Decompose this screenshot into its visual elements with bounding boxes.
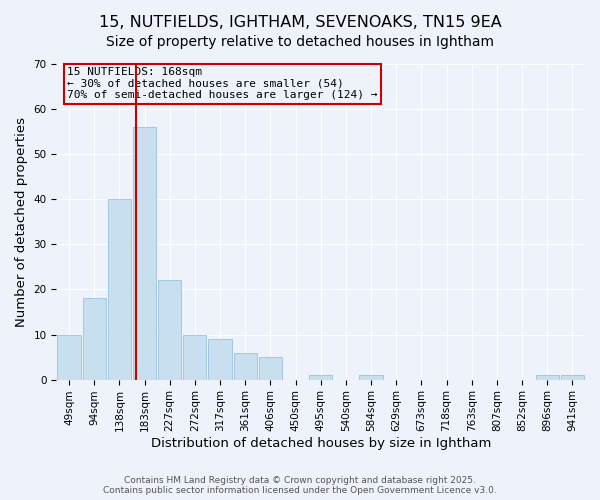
X-axis label: Distribution of detached houses by size in Ightham: Distribution of detached houses by size … — [151, 437, 491, 450]
Text: 15 NUTFIELDS: 168sqm
← 30% of detached houses are smaller (54)
70% of semi-detac: 15 NUTFIELDS: 168sqm ← 30% of detached h… — [67, 67, 377, 100]
Text: 15, NUTFIELDS, IGHTHAM, SEVENOAKS, TN15 9EA: 15, NUTFIELDS, IGHTHAM, SEVENOAKS, TN15 … — [98, 15, 502, 30]
Bar — [359, 375, 383, 380]
Bar — [208, 339, 232, 380]
Bar — [233, 352, 257, 380]
Bar — [259, 357, 282, 380]
Bar — [158, 280, 181, 380]
Bar — [183, 334, 206, 380]
Y-axis label: Number of detached properties: Number of detached properties — [15, 117, 28, 327]
Bar — [561, 375, 584, 380]
Bar — [536, 375, 559, 380]
Text: Size of property relative to detached houses in Ightham: Size of property relative to detached ho… — [106, 35, 494, 49]
Bar — [108, 200, 131, 380]
Bar — [133, 127, 156, 380]
Bar — [58, 334, 80, 380]
Bar — [83, 298, 106, 380]
Text: Contains HM Land Registry data © Crown copyright and database right 2025.
Contai: Contains HM Land Registry data © Crown c… — [103, 476, 497, 495]
Bar — [309, 375, 332, 380]
